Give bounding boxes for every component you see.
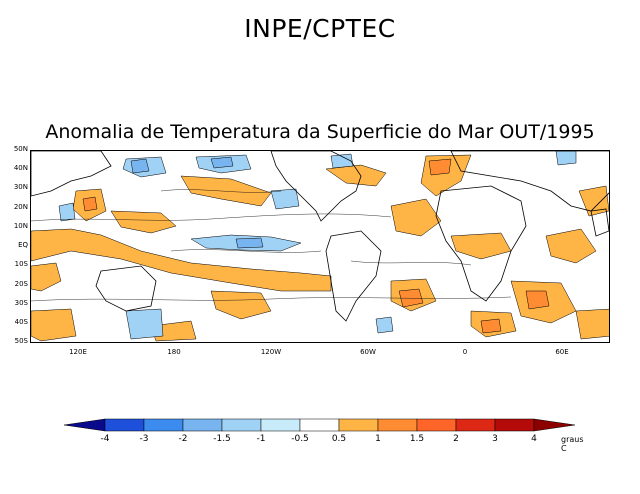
lat-label: EQ	[18, 241, 28, 249]
south-america-outline	[325, 230, 382, 322]
colorbar-swatch	[299, 418, 340, 432]
header-title: INPE/CPTEC	[244, 14, 396, 43]
colorbar-label: 2	[453, 434, 459, 444]
colorbar-swatch	[260, 418, 301, 432]
colorbar-swatch	[494, 418, 535, 432]
australia-outline	[95, 265, 157, 312]
europe-asia-outline	[31, 151, 609, 212]
colorbar-swatch	[221, 418, 262, 432]
map-title: Anomalia de Temperatura da Superficie do…	[45, 121, 595, 143]
colorbar-label: 3	[492, 434, 498, 444]
colorbar-swatch	[338, 418, 379, 432]
colorbar-swatch	[182, 418, 223, 432]
colorbar-left-arrow	[63, 418, 106, 432]
lat-label: 50N	[13, 145, 28, 153]
colorbar-swatch	[377, 418, 418, 432]
colorbar-label: 0.5	[331, 434, 347, 444]
continents	[31, 151, 609, 322]
colorbar-label: -1	[256, 434, 266, 444]
positive-anomaly-regions	[31, 154, 609, 342]
lat-label: 40N	[13, 164, 28, 172]
colorbar-swatch	[104, 418, 145, 432]
north-america-outline	[270, 151, 362, 222]
contour-lines	[31, 189, 512, 302]
strong-positive-anomaly-regions	[82, 158, 550, 334]
lon-label: 120W	[260, 348, 282, 356]
lat-label: 10S	[14, 260, 28, 268]
colorbar-label: -0.5	[291, 434, 309, 444]
colorbar-swatch	[143, 418, 184, 432]
lat-label: 30S	[14, 299, 28, 307]
lat-label: 10N	[13, 222, 28, 230]
colorbar-label: -2	[178, 434, 188, 444]
lon-label: 120E	[69, 348, 87, 356]
africa-outline	[435, 185, 527, 302]
lat-label: 40S	[14, 318, 28, 326]
colorbar-label: 4	[531, 434, 537, 444]
lon-label: 180	[167, 348, 181, 356]
colorbar-label: 1.5	[409, 434, 425, 444]
sst-anomaly-map	[30, 150, 610, 343]
colorbar-label: -3	[139, 434, 149, 444]
lon-label: 0	[462, 348, 468, 356]
lon-label: 60W	[360, 348, 376, 356]
lon-label: 60E	[555, 348, 569, 356]
lat-label: 30N	[13, 183, 28, 191]
lat-label: 50S	[14, 337, 28, 345]
colorbar-label: 1	[375, 434, 381, 444]
colorbar-swatch	[455, 418, 496, 432]
lat-label: 20N	[13, 203, 28, 211]
colorbar-swatch	[416, 418, 457, 432]
colorbar-label: -4	[100, 434, 110, 444]
india-outline	[590, 208, 609, 237]
map-canvas	[31, 151, 609, 342]
strong-negative-anomaly-regions	[130, 156, 264, 249]
colorbar-units: graus C	[561, 435, 584, 453]
lat-label: 20S	[14, 280, 28, 288]
colorbar-right-arrow	[533, 418, 576, 432]
colorbar-label: -1.5	[213, 434, 231, 444]
